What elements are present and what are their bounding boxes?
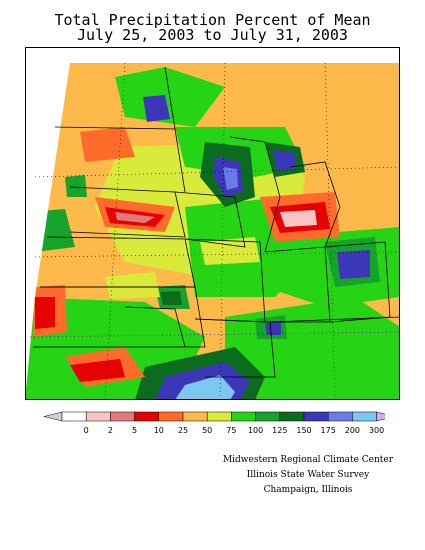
legend-label: 25 bbox=[178, 426, 188, 435]
legend-label: 50 bbox=[202, 426, 212, 435]
color-legend: 0 2 5 10 25 50 75 100 125 150 175 200 300 bbox=[43, 411, 385, 435]
legend-label: 300 bbox=[369, 426, 384, 435]
legend-swatch bbox=[134, 411, 160, 422]
legend-swatch bbox=[85, 411, 111, 422]
credit-survey: Illinois State Water Survey bbox=[246, 470, 370, 480]
legend-swatch bbox=[255, 411, 281, 422]
legend-label: 100 bbox=[248, 426, 263, 435]
map-title: Total Precipitation Percent of Mean bbox=[54, 11, 371, 29]
legend-label: 2 bbox=[108, 426, 113, 435]
legend-swatch bbox=[110, 411, 135, 422]
precipitation-map bbox=[25, 47, 400, 400]
legend-swatch bbox=[231, 411, 256, 422]
legend-label: 175 bbox=[321, 426, 336, 435]
legend-label: 0 bbox=[84, 426, 89, 435]
map-border bbox=[25, 47, 400, 400]
graticule bbox=[29, 62, 400, 400]
legend-swatch bbox=[303, 411, 329, 422]
legend-swatch bbox=[182, 411, 208, 422]
legend-swatch bbox=[352, 411, 377, 422]
map-date-range: July 25, 2003 to July 31, 2003 bbox=[77, 26, 348, 44]
state-boundaries bbox=[33, 66, 400, 378]
legend-swatch bbox=[327, 411, 353, 422]
credit-location: Champaign, Illinois bbox=[263, 485, 353, 495]
legend-label: 75 bbox=[226, 426, 236, 435]
legend-swatch bbox=[206, 411, 232, 422]
legend-label: 125 bbox=[272, 426, 287, 435]
credit-center: Midwestern Regional Climate Center bbox=[222, 455, 394, 465]
legend-label: 5 bbox=[132, 426, 137, 435]
precipitation-field bbox=[25, 63, 400, 400]
legend-swatch bbox=[61, 411, 87, 422]
legend-swatch bbox=[279, 411, 305, 422]
legend-label: 150 bbox=[296, 426, 311, 435]
legend-label: 10 bbox=[154, 426, 164, 435]
legend-under-arrow bbox=[43, 411, 63, 422]
legend-label: 200 bbox=[345, 426, 360, 435]
legend-swatch bbox=[158, 411, 184, 422]
legend-over-arrow bbox=[376, 411, 385, 422]
